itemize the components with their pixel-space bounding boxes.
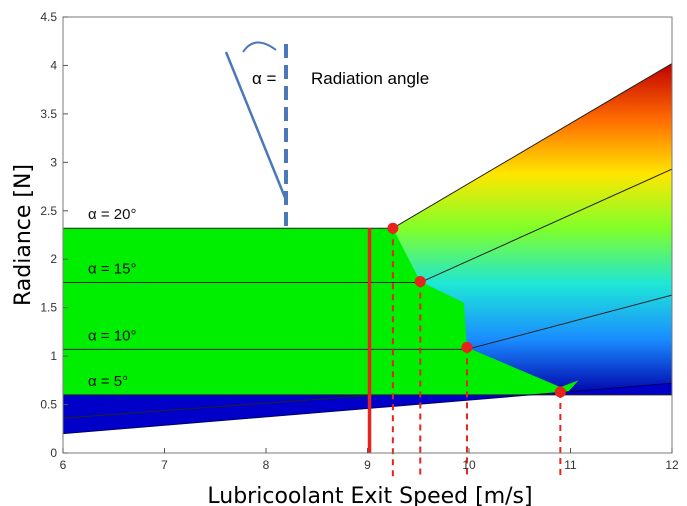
y-tick-label: 1.5 (40, 301, 57, 315)
annotation-symbol: α = (252, 69, 277, 88)
boundary-line-2 (466, 294, 672, 350)
x-tick-label: 8 (263, 458, 270, 472)
marker-layer (367, 222, 566, 477)
radiation-angle-annotation: α = Radiation angle (224, 41, 429, 230)
critical-point-3 (461, 341, 473, 353)
x-tick-label: 7 (161, 458, 168, 472)
critical-point-2 (414, 276, 426, 288)
y-tick-label: 4 (50, 58, 57, 72)
green-region (63, 228, 579, 395)
y-axis: 0 0.5 1 1.5 2 2.5 3 3.5 4 4.5 (40, 10, 68, 460)
boundary-line-layer (63, 63, 672, 435)
x-tick-label: 9 (364, 458, 371, 472)
annotation-label: Radiation angle (311, 69, 429, 88)
y-tick-label: 1 (50, 349, 57, 363)
blue-band-lower-edge (63, 382, 672, 435)
critical-point-4 (554, 386, 566, 398)
boundary-line-1 (420, 168, 672, 283)
zone-label-1: α = 20° (88, 206, 136, 223)
x-tick-label: 11 (564, 458, 577, 472)
x-tick-label: 6 (60, 458, 67, 472)
x-axis-title: Lubricoolant Exit Speed [m/s] (207, 484, 532, 506)
zone-label-2: α = 15° (88, 260, 136, 277)
y-tick-label: 3.5 (40, 107, 57, 121)
y-axis-title: Radiance [N] (11, 164, 36, 306)
zone-label-4: α = 5° (88, 373, 128, 390)
y-tick-label: 3 (50, 155, 57, 169)
inclined-nozzle-line (224, 51, 288, 201)
y-tick-label: 2.5 (40, 204, 57, 218)
y-tick-label: 0.5 (40, 398, 57, 412)
y-tick-label: 4.5 (40, 10, 57, 24)
angle-arc-icon (242, 41, 277, 53)
x-axis: 6 7 8 9 10 11 12 (60, 448, 679, 472)
critical-point-1 (387, 222, 399, 234)
y-tick-label: 0 (50, 446, 57, 460)
x-tick-label: 12 (665, 458, 679, 472)
gradient-top-edge (392, 63, 672, 229)
zone-label-3: α = 10° (88, 327, 136, 344)
boundary-line-3 (63, 394, 378, 419)
region-layer (63, 63, 672, 434)
y-tick-label: 2 (50, 252, 57, 266)
x-tick-label: 10 (462, 458, 476, 472)
zone-label-layer: α = 20° α = 15° α = 10° α = 5° (88, 206, 136, 390)
